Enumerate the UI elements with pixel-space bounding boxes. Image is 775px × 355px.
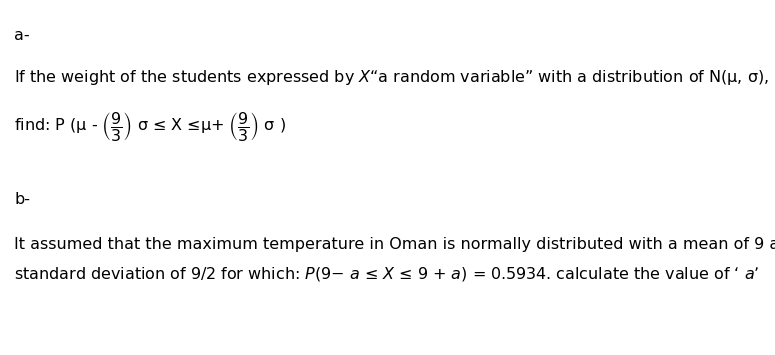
Text: a-: a-	[14, 28, 29, 43]
Text: If the weight of the students expressed by $\mathit{X}$“a random variable” with : If the weight of the students expressed …	[14, 68, 769, 87]
Text: standard deviation of 9/2 for which: $\mathit{P}$(9− $\mathit{a}$ ≤ $\mathit{X}$: standard deviation of 9/2 for which: $\m…	[14, 265, 760, 283]
Text: It assumed that the maximum temperature in Oman is normally distributed with a m: It assumed that the maximum temperature …	[14, 237, 775, 252]
Text: b-: b-	[14, 192, 30, 207]
Text: find: P (μ - $\left(\dfrac{9}{3}\right)$ σ ≤ X ≤μ+ $\left(\dfrac{9}{3}\right)$ σ: find: P (μ - $\left(\dfrac{9}{3}\right)$…	[14, 110, 286, 143]
